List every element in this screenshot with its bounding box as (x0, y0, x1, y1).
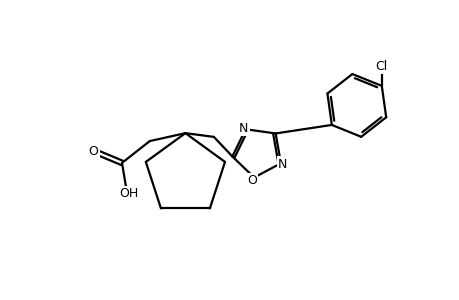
Text: OH: OH (119, 187, 138, 200)
Text: N: N (239, 122, 248, 135)
Text: Cl: Cl (375, 60, 387, 73)
Text: O: O (246, 174, 257, 187)
Text: N: N (278, 158, 287, 171)
Text: O: O (88, 146, 98, 158)
